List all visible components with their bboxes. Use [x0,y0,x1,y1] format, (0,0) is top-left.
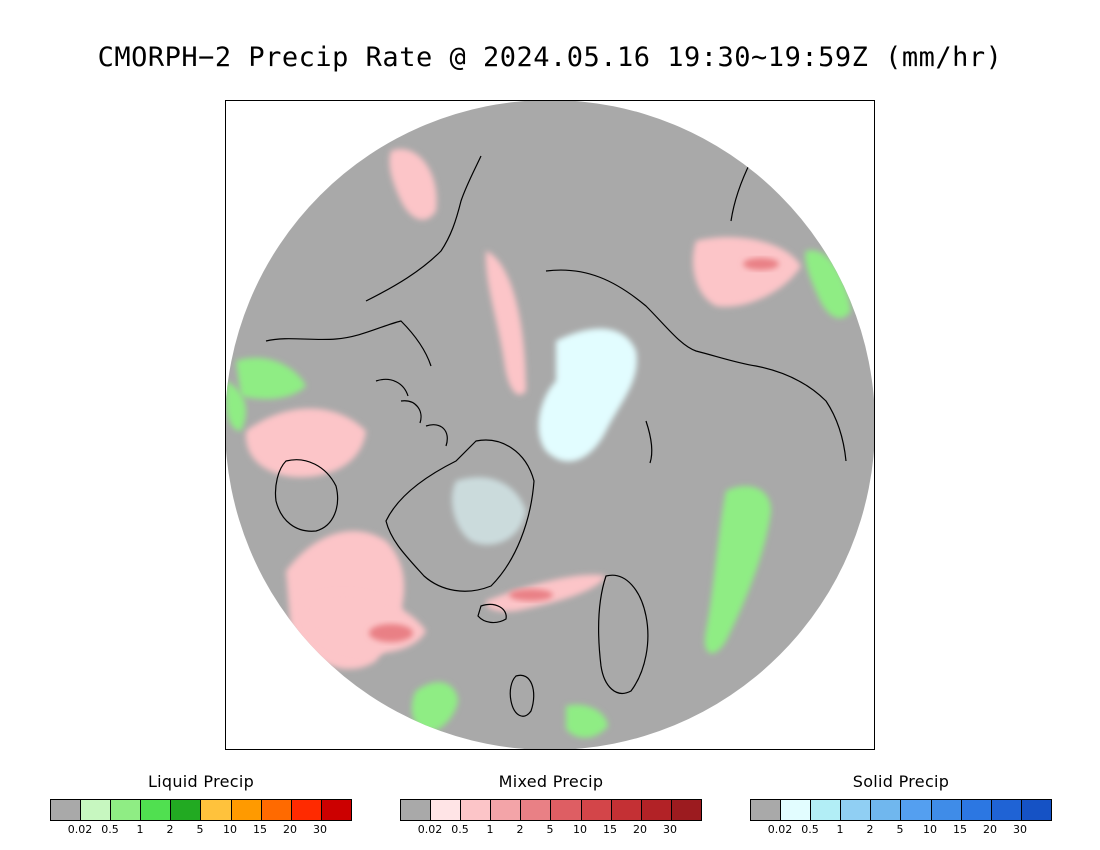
legend-swatch [671,800,701,820]
legend-colorbar [400,799,702,821]
coast-alaska [365,155,482,302]
legend-tick-label: 30 [1013,823,1027,836]
legend-swatch [901,800,932,820]
legend-tick-label: 20 [983,823,997,836]
precip-layer [226,149,851,738]
coast-british-isles [509,674,535,717]
legend-tick-label: 15 [953,823,967,836]
legend-tick-label: 30 [663,823,677,836]
legend-swatch [931,800,962,820]
precip-mixed-siberia [692,237,801,307]
coast-canada-north [265,320,432,367]
legend-tick-label: 10 [573,823,587,836]
legend-tick-label: 1 [836,823,844,836]
legend-tick-label: 15 [603,823,617,836]
legend-tick-label: 20 [633,823,647,836]
legend-swatch [401,800,432,820]
legend-swatch [611,800,642,820]
legend-swatch [141,800,172,820]
legend-swatch [1021,800,1051,820]
legend-tick-label: 1 [136,823,144,836]
precip-mixed-bering [389,149,437,220]
legend-swatch [641,800,672,820]
coast-iceland [477,603,507,624]
legend-swatch [171,800,202,820]
legend-ticks: 0.02 0.5 1 2 5 10 15 20 30 [50,823,350,839]
coast-canadian-islands [375,378,448,447]
legend-ticks: 0.02 0.5 1 2 5 10 15 20 30 [400,823,700,839]
legend-swatch [551,800,582,820]
map-frame [225,100,875,750]
legend-tick-label: 10 [223,823,237,836]
legend-title: Mixed Precip [498,772,604,791]
legend-tick-label: 1 [486,823,494,836]
legend-swatch [811,800,842,820]
legend-tick-label: 0.02 [417,823,443,836]
legend-tick-label: 0.5 [801,823,819,836]
legend-swatch [961,800,992,820]
precip-liquid-far-east [805,250,851,319]
legend-tick-label: 5 [896,823,904,836]
legend-colorbar [750,799,1052,821]
precip-mixed-labrador-core [369,624,413,642]
polar-map [226,101,874,749]
legend-tick-label: 0.02 [67,823,93,836]
coastlines [265,155,847,717]
coast-hudson-bay [274,459,339,532]
legend-tick-label: 0.5 [101,823,119,836]
precip-solid-greenland [451,477,526,545]
legend-swatch [461,800,492,820]
legend-swatch [111,800,142,820]
legend-tick-label: 10 [923,823,937,836]
precip-mixed-chukchi-streak [485,251,526,395]
legend-swatch [431,800,462,820]
legend-tick-label: 5 [196,823,204,836]
legend-tick-label: 15 [253,823,267,836]
coast-novaya-zemlya [645,420,653,464]
legend-colorbar [50,799,352,821]
legend-swatch [291,800,322,820]
legend-swatch [581,800,612,820]
legend-swatch [231,800,262,820]
legend-tick-label: 2 [166,823,174,836]
coast-greenland [385,439,535,592]
precip-liquid-central-asia [704,486,771,654]
legend-tick-label: 0.02 [767,823,793,836]
legend-tick-label: 0.5 [451,823,469,836]
legend-swatch [261,800,292,820]
legend-swatch [491,800,522,820]
legend-title: Solid Precip [852,772,950,791]
legend-tick-label: 30 [313,823,327,836]
precip-mixed-canadian-arctic [245,408,366,478]
legend-swatch [991,800,1022,820]
legend-title: Liquid Precip [147,772,255,791]
legend-swatch [751,800,782,820]
legend-mixed: Mixed Precip 0.02 0.5 1 2 5 10 15 20 30 [400,772,702,839]
legend-solid: Solid Precip 0.02 0.5 1 2 5 10 15 20 30 [750,772,1052,839]
precip-solid-arctic-swirl [538,328,637,462]
legend-ticks: 0.02 0.5 1 2 5 10 15 20 30 [750,823,1050,839]
legend-swatch [81,800,112,820]
legend-swatch [841,800,872,820]
legend-swatch [201,800,232,820]
coast-siberia [545,269,847,462]
map-title: CMORPH−2 Precip Rate @ 2024.05.16 19:30∼… [97,42,1003,73]
precip-mixed-norwegian-core [509,589,553,601]
legend-swatch [871,800,902,820]
precip-liquid-prairies [226,381,246,431]
precip-mixed-siberia-core [743,258,779,270]
legend-swatch [781,800,812,820]
legend-swatch [51,800,82,820]
coast-scandinavia [597,574,649,694]
legend-liquid: Liquid Precip 0.02 0.5 1 2 5 10 15 20 30 [50,772,352,839]
legend-swatch [521,800,552,820]
precip-liquid-british-isles [411,682,458,732]
legend-tick-label: 5 [546,823,554,836]
precip-liquid-baltic [566,704,608,738]
legend-swatch [321,800,351,820]
legend-tick-label: 20 [283,823,297,836]
precip-liquid-western-canada [236,357,306,399]
legend-tick-label: 2 [516,823,524,836]
legend-tick-label: 2 [866,823,874,836]
